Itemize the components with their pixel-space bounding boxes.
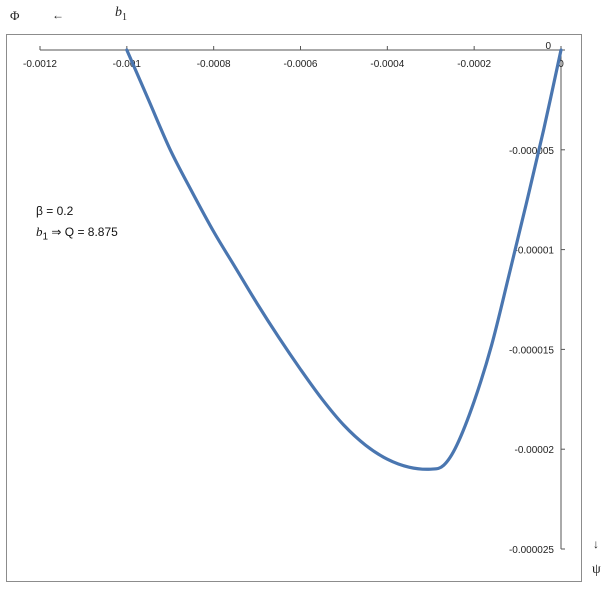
x-tick-label: -0.0004 <box>370 59 404 70</box>
psi-axis-symbol: ψ <box>592 562 601 577</box>
chart-series <box>125 48 563 471</box>
b1-annotation-subscript: 1 <box>42 231 49 243</box>
y-tick-label: -0.00001 <box>515 246 555 257</box>
beta-annotation: β = 0.2 <box>36 204 74 218</box>
b1-header-base: b <box>115 5 122 20</box>
x-tick-label: -0.0012 <box>23 59 57 70</box>
y-tick-label: -0.000005 <box>509 146 554 157</box>
left-arrow-icon: ← <box>52 8 64 22</box>
phi-axis-symbol: Φ <box>10 8 20 23</box>
chart-axes: -0.0012 -0.001 -0.0008 -0.0006 -0.0004 -0.000… <box>23 41 565 556</box>
b1-header-subscript: 1 <box>122 11 127 23</box>
series-line <box>125 48 563 471</box>
b1-q-annotation: b1 ⇒ Q = 8.875 <box>36 224 118 242</box>
down-arrow-icon: ↓ <box>593 537 599 551</box>
x-tick-label: -0.001 <box>113 59 142 70</box>
y-tick-label: -0.000015 <box>509 345 554 356</box>
b1-header-label: b1 <box>115 5 127 23</box>
y-tick-label: 0 <box>545 41 551 52</box>
y-tick-label: -0.00002 <box>515 445 555 456</box>
plot-area-frame <box>6 34 582 582</box>
b1-annotation-rest: ⇒ Q = 8.875 <box>48 225 118 239</box>
y-tick-label: -0.000025 <box>509 545 554 556</box>
b1-annotation-base: b <box>36 224 43 239</box>
x-tick-label: -0.0002 <box>457 59 491 70</box>
x-tick-label: 0 <box>558 59 564 70</box>
x-tick-label: -0.0006 <box>284 59 318 70</box>
x-tick-label: -0.0008 <box>197 59 231 70</box>
